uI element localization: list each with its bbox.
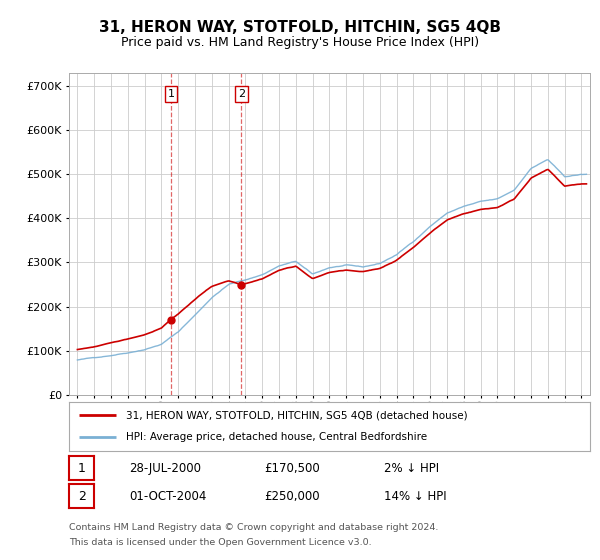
Text: 31, HERON WAY, STOTFOLD, HITCHIN, SG5 4QB: 31, HERON WAY, STOTFOLD, HITCHIN, SG5 4Q… (99, 20, 501, 35)
Text: 31, HERON WAY, STOTFOLD, HITCHIN, SG5 4QB (detached house): 31, HERON WAY, STOTFOLD, HITCHIN, SG5 4Q… (126, 410, 468, 421)
Text: 2% ↓ HPI: 2% ↓ HPI (384, 461, 439, 475)
Text: 01-OCT-2004: 01-OCT-2004 (129, 489, 206, 503)
Text: £250,000: £250,000 (264, 489, 320, 503)
Text: 2: 2 (77, 489, 86, 503)
Text: HPI: Average price, detached house, Central Bedfordshire: HPI: Average price, detached house, Cent… (126, 432, 427, 442)
Text: £170,500: £170,500 (264, 461, 320, 475)
Text: 2: 2 (238, 88, 245, 99)
Text: Contains HM Land Registry data © Crown copyright and database right 2024.: Contains HM Land Registry data © Crown c… (69, 523, 439, 532)
Text: 28-JUL-2000: 28-JUL-2000 (129, 461, 201, 475)
Text: Price paid vs. HM Land Registry's House Price Index (HPI): Price paid vs. HM Land Registry's House … (121, 36, 479, 49)
Text: 1: 1 (77, 461, 86, 475)
Text: 1: 1 (167, 88, 175, 99)
Text: This data is licensed under the Open Government Licence v3.0.: This data is licensed under the Open Gov… (69, 538, 371, 547)
Text: 14% ↓ HPI: 14% ↓ HPI (384, 489, 446, 503)
